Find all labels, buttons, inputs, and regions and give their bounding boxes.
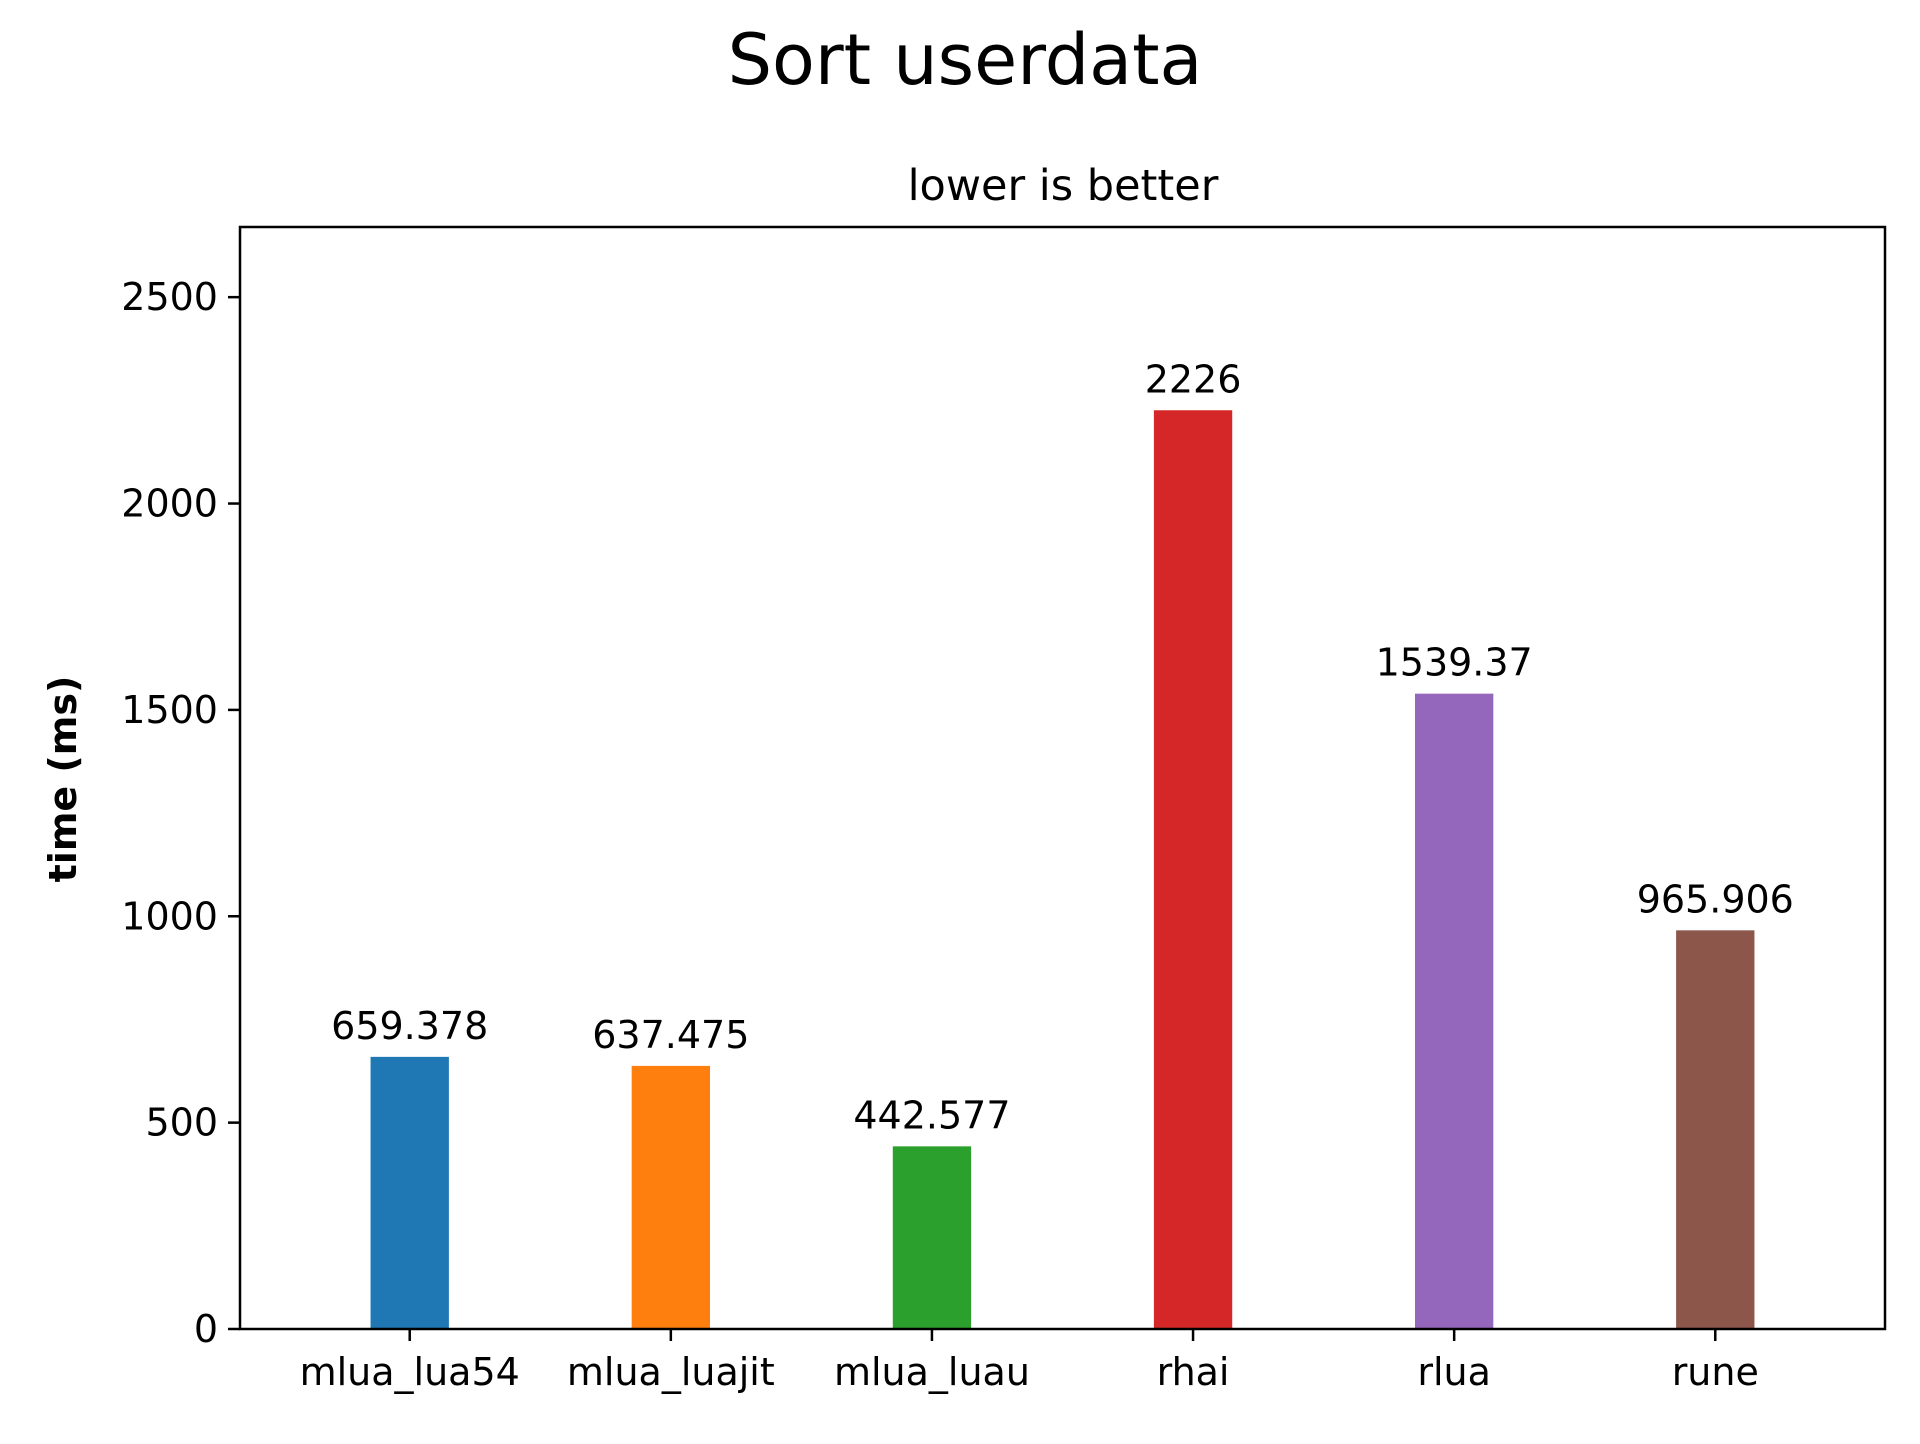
- bar-rhai: [1153, 410, 1233, 1330]
- y-tick-label: 1000: [121, 894, 218, 938]
- y-tick-label: 2500: [121, 275, 218, 319]
- plot-frame: [238, 225, 1887, 1331]
- x-tick-label: mlua_lua54: [300, 1350, 520, 1394]
- bar-value-label: 1539.37: [1376, 641, 1533, 685]
- x-tick-label: rune: [1672, 1350, 1759, 1394]
- chart-subtitle: lower is better: [908, 161, 1219, 211]
- bar-value-label: 659.378: [331, 1004, 488, 1048]
- y-tick-label: 500: [145, 1101, 218, 1145]
- x-axis: mlua_lua54 mlua_luajit mlua_luau rhai rlua ru…: [300, 1329, 1759, 1394]
- bar-value-label: 637.475: [592, 1013, 749, 1057]
- bar-value-label: 442.577: [853, 1093, 1010, 1137]
- bar-value-label: 965.906: [1637, 877, 1794, 921]
- x-tick-label: mlua_luau: [834, 1350, 1030, 1394]
- y-axis: 0 500 1000 1500 2000 2500: [121, 275, 240, 1351]
- bar-rune: [1676, 930, 1755, 1329]
- y-tick-label: 0: [194, 1307, 218, 1351]
- x-tick-label: mlua_luajit: [567, 1350, 775, 1394]
- bars: 659.378 637.475 442.577 2226 1539.37 965.906: [331, 357, 1794, 1330]
- x-tick-label: rhai: [1157, 1350, 1230, 1394]
- bar-mlua_luau: [892, 1146, 972, 1329]
- chart-title: Sort userdata: [728, 19, 1203, 101]
- y-tick-label: 2000: [121, 482, 218, 526]
- bar-value-label: 2226: [1145, 357, 1242, 401]
- bar-mlua_luajit: [631, 1065, 710, 1329]
- bar-rlua: [1415, 693, 1494, 1329]
- bar-mlua_lua54: [370, 1056, 449, 1329]
- y-axis-label: time (ms): [41, 676, 85, 883]
- y-tick-label: 1500: [121, 688, 218, 732]
- x-tick-label: rlua: [1417, 1350, 1491, 1394]
